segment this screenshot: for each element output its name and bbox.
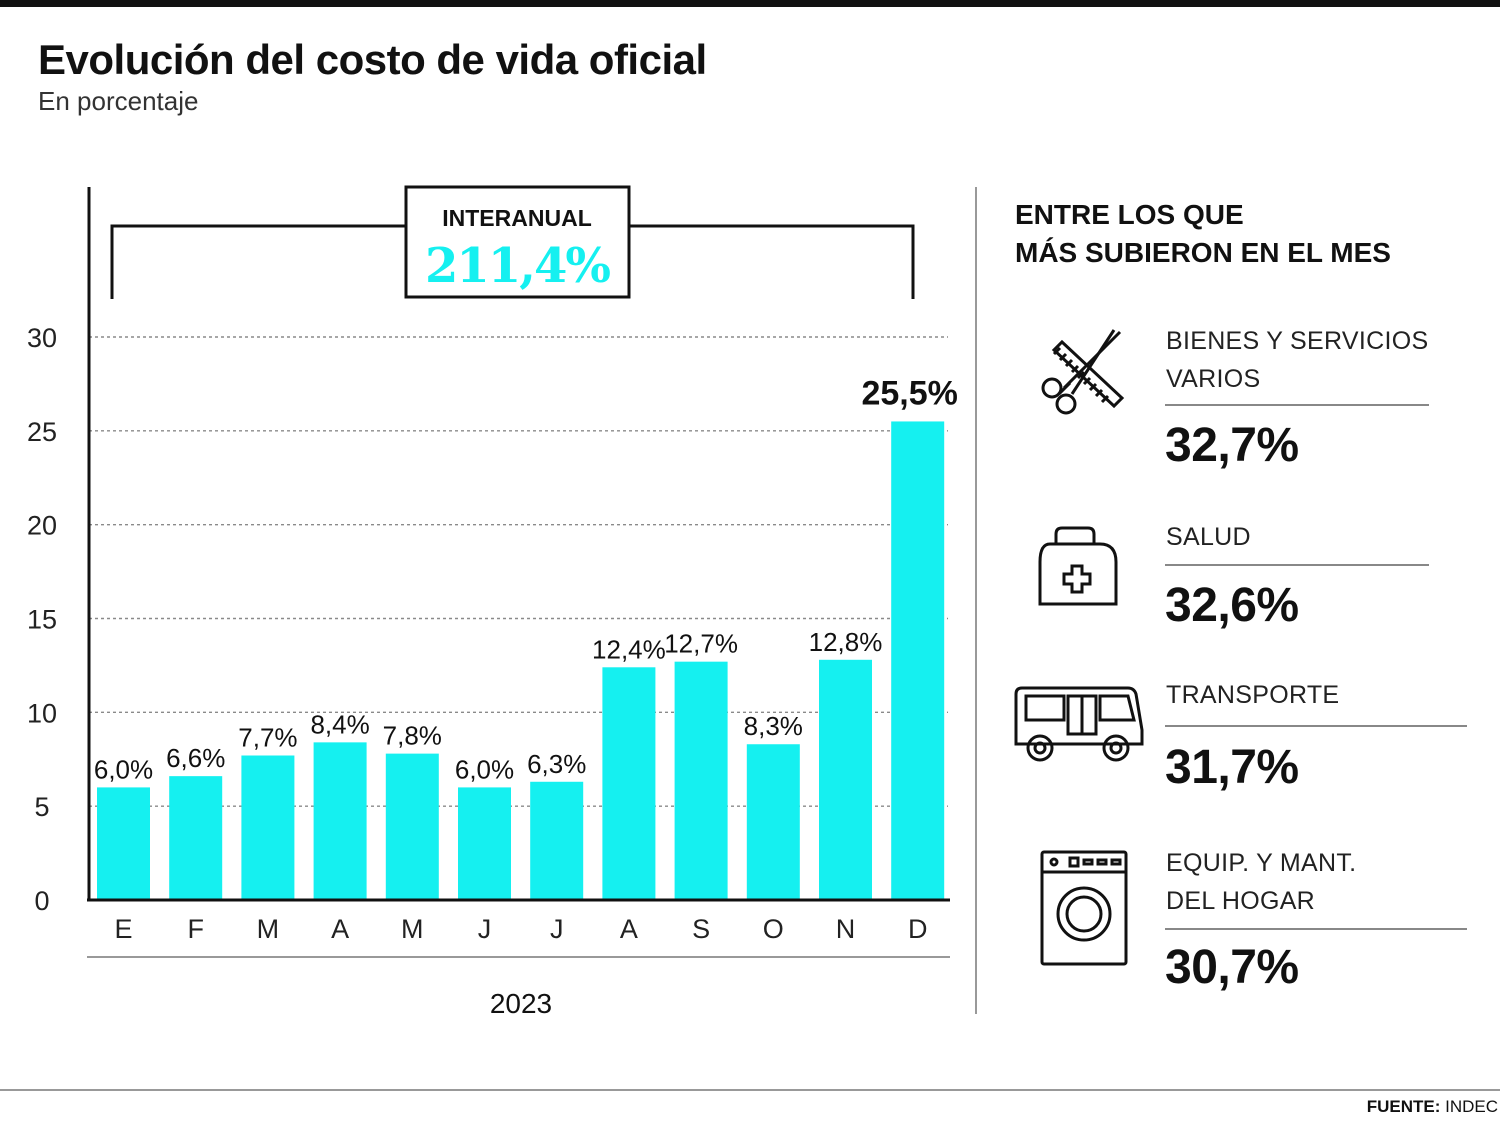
bar xyxy=(819,659,872,900)
panel-title: ENTRE LOS QUE MÁS SUBIERON EN EL MES xyxy=(1015,196,1455,272)
x-tick-label: E xyxy=(114,914,132,944)
bar xyxy=(602,667,656,900)
x-tick-label: J xyxy=(550,914,564,944)
bar xyxy=(674,661,728,900)
medical-kit-icon xyxy=(1038,526,1118,606)
x-tick-label: F xyxy=(187,914,204,944)
category-value: 30,7% xyxy=(1165,941,1299,994)
bar xyxy=(530,781,584,900)
scissors-comb-icon xyxy=(1041,329,1125,415)
bar-value-label: 8,3% xyxy=(744,711,803,741)
x-tick-label: N xyxy=(836,914,856,944)
source-credit: FUENTE: INDEC xyxy=(1367,1097,1498,1117)
x-tick-label: O xyxy=(763,914,784,944)
x-tick-label: M xyxy=(257,914,280,944)
interanual-bracket xyxy=(110,224,915,299)
category-item: EQUIP. Y MANT. DEL HOGAR 30,7% xyxy=(1010,844,1480,1004)
bar xyxy=(97,787,150,900)
y-tick-label: 15 xyxy=(27,605,57,635)
bar xyxy=(891,421,945,900)
x-tick-label: J xyxy=(478,914,492,944)
bar-chart: 0 5 10 15 20 25 30 6,0% 6,6% 7,7% 8,4% 7,8% 6,0% 6,3… xyxy=(27,185,958,1019)
panel-title-line-1: ENTRE LOS QUE xyxy=(1015,199,1244,230)
washing-machine-icon xyxy=(1040,850,1128,966)
bar xyxy=(385,753,439,900)
source-value: INDEC xyxy=(1445,1097,1498,1116)
category-rule xyxy=(1165,928,1467,930)
interanual-box xyxy=(404,185,631,299)
bar-value-labels: 6,0% 6,6% 7,7% 8,4% 7,8% 6,0% 6,3% 12,4%12,7% 8,… xyxy=(94,374,958,784)
bar-value-label: 8,4% xyxy=(310,709,369,739)
category-value: 32,6% xyxy=(1165,579,1299,632)
x-tick-label: M xyxy=(401,914,424,944)
source-label: FUENTE: xyxy=(1366,1097,1441,1116)
panel-divider xyxy=(975,187,977,1014)
y-tick-label: 30 xyxy=(27,323,57,353)
bar-value-label: 7,8% xyxy=(383,721,442,751)
category-rule xyxy=(1165,404,1429,406)
y-tick-label: 5 xyxy=(34,792,49,822)
category-item: BIENES Y SERVICIOS VARIOS 32,7% xyxy=(1010,322,1480,472)
y-tick-label: 0 xyxy=(34,886,49,916)
bar-value-label: 6,6% xyxy=(166,743,225,773)
category-label: TRANSPORTE xyxy=(1166,681,1340,709)
y-tick-label: 20 xyxy=(27,511,57,541)
x-tick-label: S xyxy=(692,914,710,944)
category-label: BIENES Y SERVICIOS VARIOS xyxy=(1166,327,1429,393)
bar xyxy=(458,787,511,900)
category-rule xyxy=(1165,564,1429,566)
interanual-value: 211,4% xyxy=(425,238,610,294)
bar-value-label: 12,4% xyxy=(592,634,666,664)
category-item: SALUD 32,6% xyxy=(1010,518,1480,638)
category-item: TRANSPORTE 31,7% xyxy=(1010,676,1480,796)
chart-subtitle: En porcentaje xyxy=(38,86,199,116)
chart-title: Evolución del costo de vida oficial xyxy=(38,36,707,83)
category-label: EQUIP. Y MANT. DEL HOGAR xyxy=(1166,849,1357,915)
bar-value-label: 6,0% xyxy=(94,754,153,784)
bar-value-label: 6,3% xyxy=(527,749,586,779)
gridlines xyxy=(89,336,948,807)
bar-value-label: 12,8% xyxy=(809,627,883,657)
y-tick-label: 25 xyxy=(27,417,57,447)
bar xyxy=(241,755,295,900)
interanual-label: INTERANUAL xyxy=(442,205,592,231)
bar-value-label: 25,5% xyxy=(861,374,957,412)
category-rule xyxy=(1165,725,1467,727)
category-value: 32,7% xyxy=(1165,419,1299,472)
bars xyxy=(97,421,945,900)
x-tick-label: A xyxy=(620,914,638,944)
bar xyxy=(313,742,367,900)
category-value: 31,7% xyxy=(1165,741,1299,794)
category-label: SALUD xyxy=(1166,523,1251,551)
panel-title-line-2: MÁS SUBIERON EN EL MES xyxy=(1015,237,1391,268)
bar-value-label: 7,7% xyxy=(238,722,297,752)
bar-value-label: 12,7% xyxy=(664,629,738,659)
bus-icon xyxy=(1014,686,1144,762)
top-rule xyxy=(0,0,1500,7)
bar-value-label: 6,0% xyxy=(455,754,514,784)
y-axis-ticks: 0 5 10 15 20 25 30 xyxy=(27,323,57,916)
x-tick-label: A xyxy=(331,914,349,944)
footer-rule xyxy=(0,1089,1500,1091)
bar xyxy=(746,744,800,900)
x-tick-label: D xyxy=(908,914,928,944)
y-tick-label: 10 xyxy=(27,698,57,728)
bar xyxy=(169,776,223,900)
x-axis-year-label: 2023 xyxy=(490,988,552,1019)
